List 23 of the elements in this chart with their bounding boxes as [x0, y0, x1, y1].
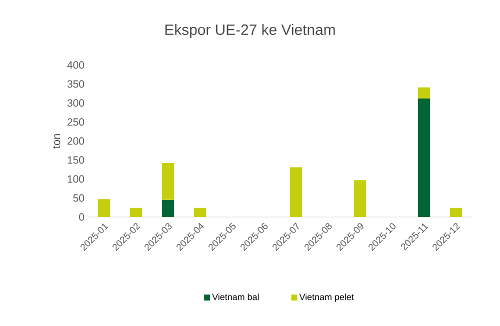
- bar: [162, 200, 174, 217]
- legend-label: Vietnam pelet: [299, 294, 354, 302]
- y-tick-label: 300: [67, 99, 84, 107]
- bar: [418, 98, 430, 217]
- y-tick-label: 400: [67, 61, 84, 69]
- bar: [162, 163, 174, 200]
- y-tick-label: 150: [68, 156, 84, 164]
- bar: [418, 87, 430, 98]
- chart-title: Ekspor UE-27 ke Vietnam: [165, 24, 335, 38]
- y-tick-label: 50: [73, 194, 84, 202]
- y-tick-label: 100: [68, 175, 84, 183]
- y-tick-label: 200: [68, 137, 84, 145]
- bar: [194, 208, 206, 217]
- bar: [98, 199, 110, 217]
- y-tick-label: 250: [68, 118, 84, 126]
- y-axis-title: ton: [53, 134, 60, 148]
- bar: [450, 208, 462, 217]
- bar: [290, 167, 302, 217]
- legend-label: Vietnam bal: [212, 294, 259, 300]
- bar: [130, 208, 142, 217]
- y-tick-label: 0: [79, 213, 84, 221]
- bar: [354, 180, 366, 217]
- y-tick-label: 350: [67, 80, 84, 88]
